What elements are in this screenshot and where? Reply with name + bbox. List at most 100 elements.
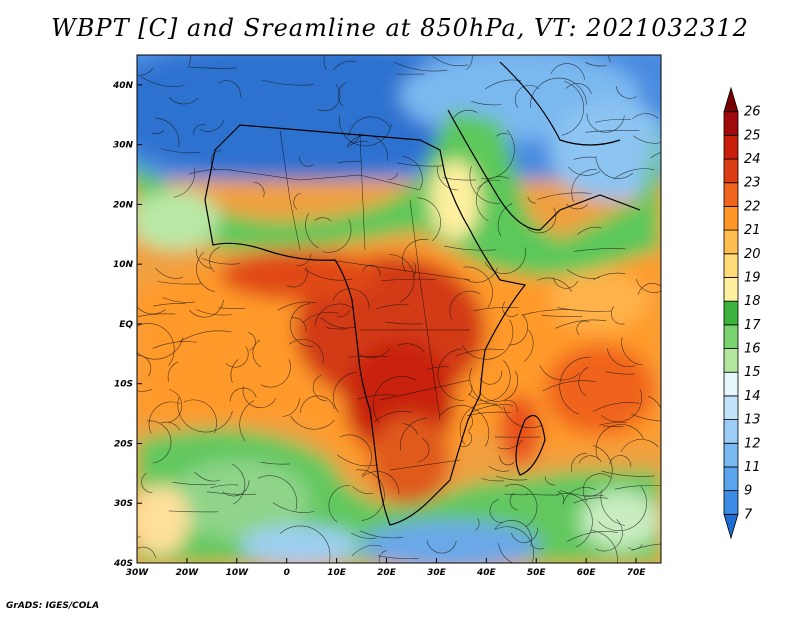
streamline	[566, 269, 600, 279]
streamline	[160, 148, 201, 154]
streamline	[348, 116, 391, 137]
streamline	[607, 348, 636, 368]
colorbar-swatch	[723, 111, 739, 136]
streamline	[467, 384, 473, 396]
streamline	[377, 555, 419, 559]
streamline	[352, 486, 374, 495]
streamline	[553, 277, 578, 289]
streamline	[631, 413, 661, 422]
streamline	[459, 431, 473, 448]
streamline	[350, 532, 377, 539]
streamline	[584, 62, 607, 67]
streamline	[472, 404, 514, 413]
colorbar-swatch	[723, 134, 739, 160]
streamline	[416, 197, 441, 242]
streamline	[584, 445, 613, 497]
streamline	[523, 329, 534, 362]
colorbar-swatch	[723, 182, 739, 207]
lon-tick-label: 60E	[577, 568, 597, 578]
streamline	[177, 397, 233, 433]
lon-tick-label: 30W	[126, 568, 150, 578]
streamline	[393, 61, 448, 72]
streamline	[153, 303, 186, 307]
streamline	[573, 156, 596, 160]
streamline	[449, 290, 481, 320]
streamline	[561, 80, 584, 136]
streamline	[484, 247, 526, 274]
streamline	[209, 247, 220, 273]
streamline	[426, 366, 450, 371]
streamline	[397, 162, 444, 167]
streamline	[610, 306, 625, 325]
streamline	[574, 248, 626, 252]
streamline	[277, 301, 317, 311]
streamline	[314, 303, 353, 326]
streamline	[504, 484, 538, 528]
streamline	[481, 478, 504, 482]
streamline	[466, 55, 473, 70]
streamline	[359, 530, 404, 539]
streamline	[544, 476, 556, 486]
lon-tick-label: 50E	[527, 568, 547, 578]
streamline	[320, 317, 356, 329]
streamline	[261, 79, 314, 86]
streamline	[160, 421, 181, 431]
streamline	[305, 212, 320, 249]
streamline	[196, 251, 216, 293]
streamline	[217, 80, 241, 98]
streamline	[401, 155, 423, 190]
streamline	[168, 389, 183, 423]
streamline	[300, 395, 335, 413]
streamline	[566, 531, 618, 542]
streamline	[601, 388, 642, 422]
lon-tick-label: 20W	[176, 568, 200, 578]
streamline	[328, 484, 351, 523]
streamline	[376, 304, 409, 310]
streamline	[168, 510, 219, 513]
streamline	[573, 497, 609, 504]
streamline	[550, 63, 585, 80]
streamline	[426, 540, 457, 554]
colorbar-swatch	[723, 253, 739, 278]
streamline	[616, 86, 637, 99]
streamline	[468, 360, 511, 402]
streamline	[218, 307, 245, 309]
colorbar-label: 11	[744, 460, 761, 475]
streamline	[188, 169, 232, 175]
streamline	[199, 119, 225, 132]
streamline	[578, 455, 602, 464]
streamline	[496, 133, 509, 137]
colorbar-swatch	[723, 300, 739, 326]
streamline	[137, 389, 153, 392]
streamline	[168, 97, 199, 105]
streamline	[469, 166, 500, 204]
streamline	[148, 401, 180, 434]
streamline	[179, 330, 232, 342]
streamline	[290, 303, 314, 347]
streamline	[229, 387, 257, 402]
streamline	[537, 192, 592, 200]
streamline	[349, 132, 361, 144]
streamline	[555, 319, 607, 329]
streamline	[280, 525, 331, 563]
streamline	[475, 518, 480, 531]
streamline	[303, 269, 353, 281]
latitude-axis: 40N 30N 20N 10N EQ 10S 20S 30S 40S	[112, 81, 142, 569]
streamline	[293, 192, 302, 210]
colorbar-swatch	[723, 86, 739, 113]
colorbar-label: 14	[744, 389, 761, 404]
colorbar-label: 22	[744, 199, 761, 214]
streamline	[595, 424, 644, 460]
colorbar-swatch	[723, 277, 739, 302]
streamline	[137, 337, 184, 360]
map-title: WBPT [C] and Sreamline at 850hPa, VT: 20…	[51, 14, 749, 42]
streamline	[302, 311, 339, 323]
streamline	[151, 129, 165, 135]
streamline	[252, 339, 262, 368]
streamline	[183, 399, 217, 434]
colorbar-swatch	[723, 513, 739, 540]
colorbar-label: 23	[744, 176, 761, 191]
streamline	[348, 355, 388, 358]
streamline	[577, 226, 602, 235]
streamline	[537, 277, 572, 292]
